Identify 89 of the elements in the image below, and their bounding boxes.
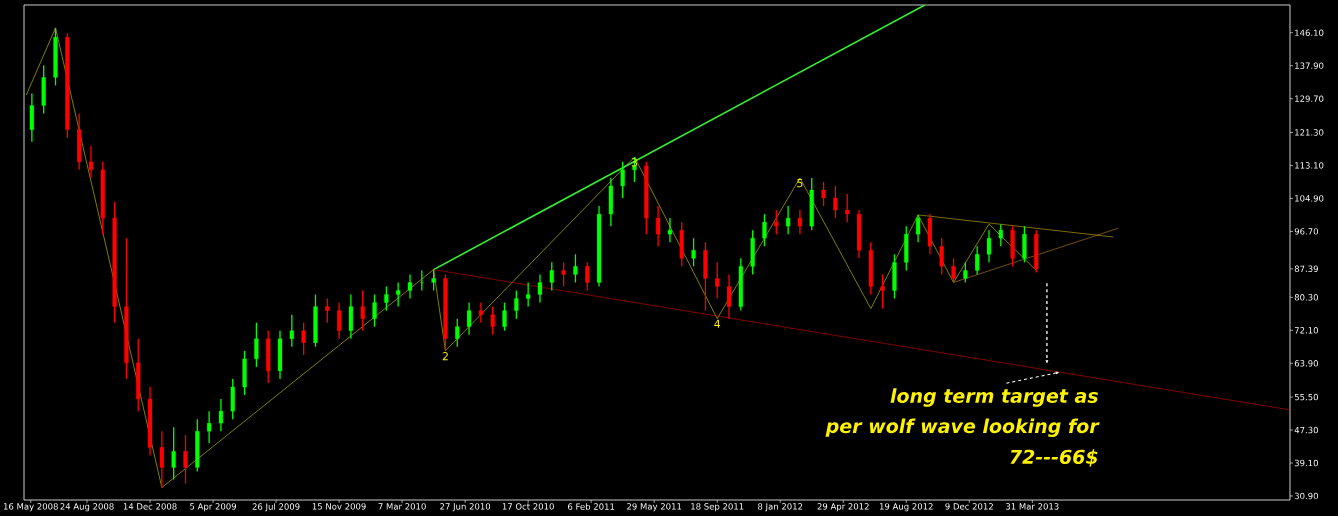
annotation: 2 xyxy=(442,352,448,361)
annotation: long term target as xyxy=(890,388,1098,407)
candlestick xyxy=(289,313,294,348)
candlestick xyxy=(561,261,566,288)
y-tick-label: 63.90 xyxy=(1294,360,1318,367)
candlestick xyxy=(821,181,826,207)
candlestick xyxy=(159,430,164,489)
candlestick xyxy=(785,205,791,235)
y-tick-label: 87.39 xyxy=(1294,265,1318,273)
x-tick-label: 5 Apr 2009 xyxy=(190,503,237,512)
y-tick-label: 113.10 xyxy=(1295,162,1324,169)
candlestick xyxy=(526,281,531,308)
candlestick xyxy=(774,209,779,235)
annotation: 4 xyxy=(714,319,721,328)
candlestick xyxy=(951,257,956,284)
candlestick xyxy=(336,301,342,340)
candlestick xyxy=(88,145,94,179)
candlestick xyxy=(207,410,212,444)
candlestick xyxy=(455,317,460,348)
candlestick xyxy=(573,253,578,284)
candlestick xyxy=(478,301,484,324)
candlestick xyxy=(986,229,992,263)
x-tick-label: 31 Mar 2013 xyxy=(1006,503,1059,510)
candlestick xyxy=(585,261,590,292)
candlestick xyxy=(915,214,921,243)
y-tick-label: 55.50 xyxy=(1294,393,1318,401)
candlestick xyxy=(360,289,365,332)
x-tick-label: 29 Apr 2012 xyxy=(817,503,869,512)
candlestick xyxy=(656,205,661,247)
y-tick-label: 129.70 xyxy=(1295,95,1324,102)
annotation: per wolf wave looking for xyxy=(825,418,1100,437)
x-tick-label: 26 Jul 2009 xyxy=(252,503,300,512)
candlestick xyxy=(407,273,413,300)
candlestick xyxy=(218,398,224,432)
candlestick xyxy=(301,322,306,356)
candlestick xyxy=(396,281,401,308)
candlestick xyxy=(466,301,472,336)
candlestick xyxy=(715,261,720,300)
y-tick-label: 121.30 xyxy=(1295,129,1324,136)
candlestick xyxy=(845,193,850,223)
x-tick-label: 6 Feb 2011 xyxy=(568,503,615,510)
candlestick xyxy=(939,237,944,276)
candlestick xyxy=(325,297,330,324)
x-tick-label: 24 Aug 2008 xyxy=(60,503,114,512)
candlestick xyxy=(975,245,980,276)
candlestick xyxy=(502,301,507,332)
y-tick-label: 39.10 xyxy=(1294,459,1318,467)
candlestick xyxy=(372,293,377,328)
candlestick xyxy=(183,434,188,485)
candlestick xyxy=(797,209,803,235)
y-tick-label: 146.10 xyxy=(1295,29,1324,36)
candlestick xyxy=(667,217,673,243)
candlestick xyxy=(171,426,176,481)
y-tick-label: 104.90 xyxy=(1295,195,1324,202)
candlestick xyxy=(620,161,625,199)
candlestick xyxy=(549,261,554,292)
x-tick-label: 27 Jun 2010 xyxy=(440,503,491,512)
y-tick-label: 80.30 xyxy=(1294,294,1318,301)
candlestick xyxy=(431,268,436,292)
x-tick-label: 8 Jan 2012 xyxy=(758,503,803,512)
candlestick xyxy=(514,289,519,320)
candlestick xyxy=(691,237,696,268)
x-tick-label: 18 Sep 2011 xyxy=(691,503,744,512)
candlestick xyxy=(384,285,389,312)
candlestick xyxy=(963,261,968,284)
candlestick xyxy=(419,269,424,292)
x-tick-label: 29 May 2011 xyxy=(627,503,682,512)
y-tick-label: 96.70 xyxy=(1294,228,1318,235)
annotation: 72---66$ xyxy=(1010,449,1098,467)
candlestick xyxy=(833,185,838,219)
y-tick-label: 47.30 xyxy=(1294,426,1318,434)
x-tick-label: 15 Nov 2009 xyxy=(312,503,366,510)
candlestick xyxy=(490,305,495,336)
x-tick-label: 7 Mar 2010 xyxy=(378,503,426,510)
x-tick-label: 16 May 2008 xyxy=(3,503,58,512)
candlestick xyxy=(880,273,885,310)
candlestick xyxy=(762,213,767,247)
y-tick-label: 30.90 xyxy=(1294,492,1318,500)
x-tick-label: 17 Oct 2010 xyxy=(502,503,554,510)
candlestick xyxy=(726,273,732,320)
x-tick-label: 9 Dec 2012 xyxy=(945,503,993,510)
x-tick-label: 14 Dec 2008 xyxy=(123,503,177,510)
candlestick xyxy=(998,223,1003,247)
y-tick-label: 137.90 xyxy=(1295,62,1324,69)
annotation: 5 xyxy=(797,179,803,188)
candlestick xyxy=(537,273,543,304)
x-tick-label: 19 Aug 2012 xyxy=(879,503,933,512)
candlestick xyxy=(254,322,259,368)
y-tick-label: 72.10 xyxy=(1294,327,1318,334)
